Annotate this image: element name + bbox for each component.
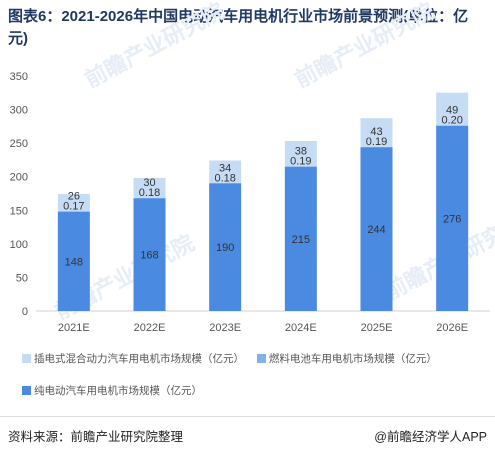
y-tick-label: 300 bbox=[10, 105, 28, 117]
x-tick-label: 2021E bbox=[58, 322, 90, 334]
source-note: 资料来源：前瞻产业研究院整理 bbox=[8, 426, 183, 445]
x-tick-label: 2025E bbox=[361, 322, 393, 334]
watermark-text: 前瞻产业研究院 bbox=[291, 0, 439, 92]
legend-swatch-hybrid bbox=[22, 354, 31, 363]
data-label-pure-ev: 190 bbox=[216, 242, 234, 254]
brand-credit: @前瞻经济学人APP bbox=[374, 426, 487, 445]
data-label-pure-ev: 148 bbox=[65, 256, 83, 268]
legend-swatch-fuel-cell bbox=[257, 354, 266, 363]
watermark-layer: 前瞻产业研究院前瞻产业研究院前瞻产业研究院前瞻产业研究院 bbox=[51, 0, 495, 324]
legend-item-fuel-cell: 燃料电池车用电机市场规模（亿元） bbox=[257, 351, 437, 366]
y-tick-label: 350 bbox=[10, 71, 28, 83]
data-label-pure-ev: 276 bbox=[443, 213, 461, 225]
data-label-hybrid: 30 bbox=[143, 177, 155, 189]
x-tick-label: 2026E bbox=[436, 322, 468, 334]
x-tick-label: 2024E bbox=[285, 322, 317, 334]
x-axis: 2021E 2022E 2023E 2024E 2025E 2026E bbox=[58, 322, 468, 334]
data-label-hybrid: 49 bbox=[446, 105, 458, 117]
x-tick-label: 2023E bbox=[209, 322, 241, 334]
watermark-text: 前瞻产业研究院 bbox=[81, 0, 229, 92]
legend-swatch-pure-ev bbox=[22, 386, 31, 395]
data-label-pure-ev: 215 bbox=[292, 234, 310, 246]
legend-item-hybrid: 插电式混合动力汽车用电机市场规模（亿元） bbox=[22, 351, 244, 366]
legend-label-fuel-cell: 燃料电池车用电机市场规模（亿元） bbox=[269, 353, 437, 365]
y-tick-label: 250 bbox=[10, 138, 28, 150]
data-label-hybrid: 34 bbox=[219, 162, 231, 174]
y-tick-label: 50 bbox=[16, 272, 28, 284]
data-label-pure-ev: 244 bbox=[367, 224, 385, 236]
legend-item-pure-ev: 纯电动汽车用电机市场规模（亿元） bbox=[22, 383, 202, 398]
stacked-bar-chart: 前瞻产业研究院前瞻产业研究院前瞻产业研究院前瞻产业研究院 0 50 100 150 20… bbox=[0, 0, 495, 345]
legend-label-pure-ev: 纯电动汽车用电机市场规模（亿元） bbox=[34, 385, 202, 397]
x-tick-label: 2022E bbox=[134, 322, 166, 334]
y-tick-label: 100 bbox=[10, 239, 28, 251]
y-tick-label: 0 bbox=[22, 306, 28, 318]
footer: 资料来源：前瞻产业研究院整理 @前瞻经济学人APP bbox=[0, 416, 495, 455]
data-label-hybrid: 38 bbox=[295, 146, 307, 158]
data-label-hybrid: 43 bbox=[370, 126, 382, 138]
legend-row-2: 纯电动汽车用电机市场规模（亿元） bbox=[22, 383, 212, 398]
y-tick-label: 150 bbox=[10, 205, 28, 217]
y-tick-label: 200 bbox=[10, 172, 28, 184]
data-label-hybrid: 26 bbox=[68, 191, 80, 203]
legend-label-hybrid: 插电式混合动力汽车用电机市场规模（亿元） bbox=[34, 353, 244, 365]
data-label-pure-ev: 168 bbox=[140, 250, 158, 262]
legend-row-1: 插电式混合动力汽车用电机市场规模（亿元） 燃料电池车用电机市场规模（亿元） bbox=[22, 351, 447, 366]
